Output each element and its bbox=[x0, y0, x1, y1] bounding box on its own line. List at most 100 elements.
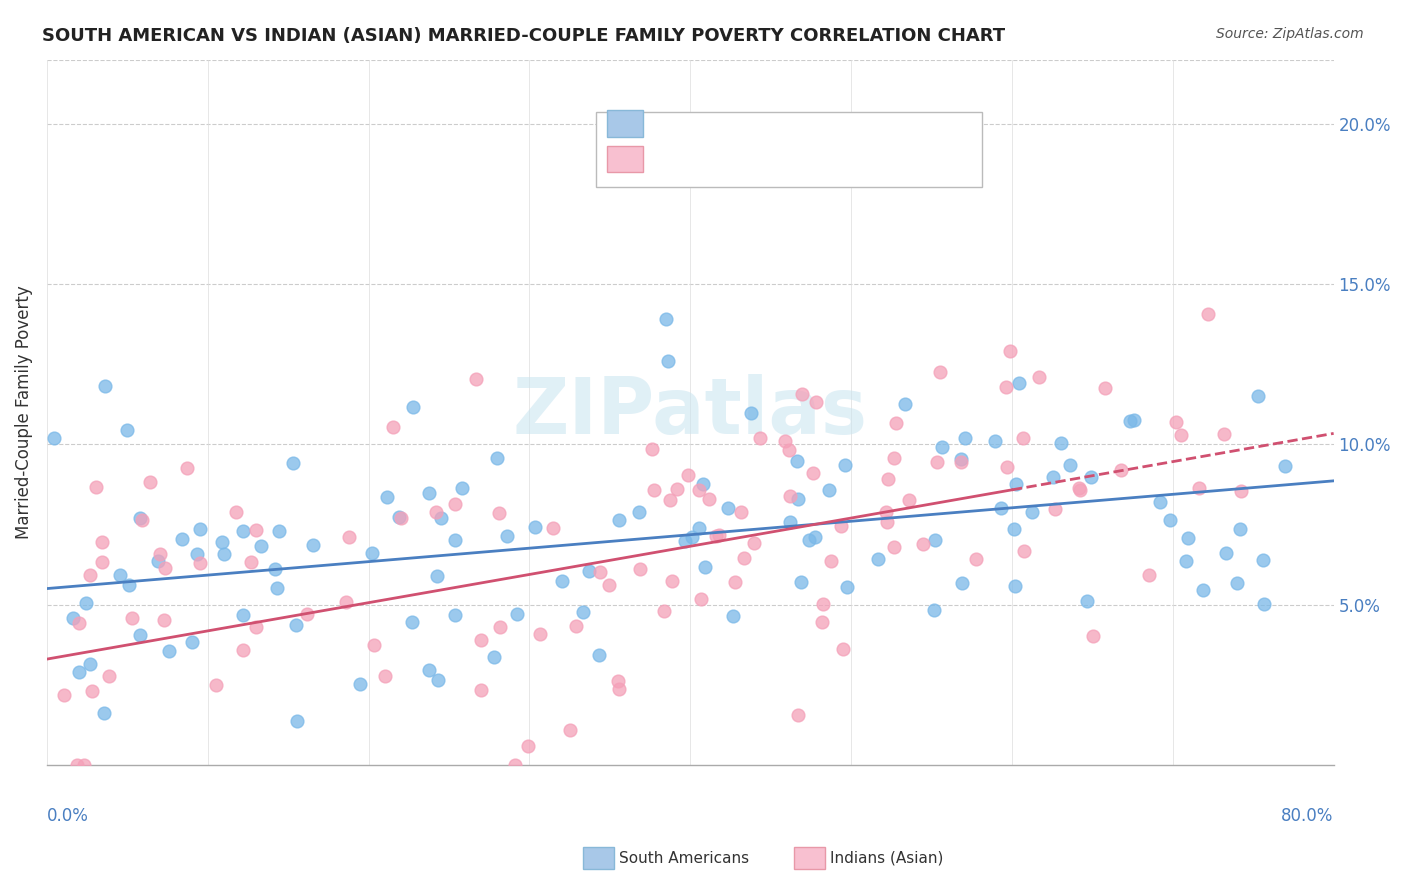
Point bbox=[924, 533, 946, 548]
Point bbox=[1050, 436, 1073, 450]
Point bbox=[1076, 593, 1098, 607]
Point bbox=[117, 577, 139, 591]
Point bbox=[955, 431, 977, 445]
Point bbox=[245, 620, 267, 634]
Point bbox=[1274, 459, 1296, 474]
Point bbox=[1197, 308, 1219, 322]
Point bbox=[787, 492, 810, 507]
FancyBboxPatch shape bbox=[606, 111, 643, 137]
Point bbox=[418, 663, 440, 677]
Point bbox=[929, 365, 952, 379]
Point bbox=[337, 530, 360, 544]
Point bbox=[188, 556, 211, 570]
Point bbox=[67, 615, 90, 630]
Point bbox=[657, 354, 679, 368]
Point bbox=[876, 472, 898, 486]
Point bbox=[211, 534, 233, 549]
Point bbox=[149, 547, 172, 561]
Point bbox=[80, 684, 103, 698]
Point bbox=[655, 311, 678, 326]
Point bbox=[98, 669, 121, 683]
Point bbox=[287, 714, 309, 729]
Point bbox=[250, 540, 273, 554]
Point bbox=[876, 515, 898, 529]
Point bbox=[516, 739, 538, 754]
Point bbox=[690, 592, 713, 607]
Point bbox=[360, 546, 382, 560]
Point bbox=[465, 372, 488, 386]
Point bbox=[79, 657, 101, 672]
Point bbox=[90, 555, 112, 569]
Point bbox=[349, 677, 371, 691]
Point bbox=[281, 456, 304, 470]
Point bbox=[444, 607, 467, 622]
Point bbox=[830, 519, 852, 533]
Point bbox=[925, 455, 948, 469]
Point bbox=[1028, 370, 1050, 384]
Point bbox=[335, 595, 357, 609]
Point bbox=[232, 643, 254, 657]
Point bbox=[1004, 579, 1026, 593]
Point bbox=[740, 406, 762, 420]
Point bbox=[551, 574, 574, 589]
Point bbox=[931, 441, 953, 455]
Point bbox=[245, 523, 267, 537]
Point bbox=[1166, 415, 1188, 429]
Point bbox=[363, 638, 385, 652]
Point bbox=[643, 483, 665, 497]
Point bbox=[1059, 458, 1081, 472]
Point bbox=[628, 505, 651, 519]
Point bbox=[673, 533, 696, 548]
Point bbox=[688, 521, 710, 535]
Point bbox=[1177, 532, 1199, 546]
Point bbox=[129, 628, 152, 642]
Point bbox=[503, 758, 526, 772]
Point bbox=[1021, 505, 1043, 519]
Point bbox=[401, 615, 423, 630]
Point bbox=[950, 452, 973, 467]
Point bbox=[139, 475, 162, 489]
Point bbox=[1069, 483, 1091, 497]
Point bbox=[790, 574, 813, 589]
Point bbox=[641, 442, 664, 456]
Point bbox=[232, 607, 254, 622]
Point bbox=[572, 606, 595, 620]
Point bbox=[267, 524, 290, 539]
Point bbox=[692, 476, 714, 491]
Point bbox=[811, 597, 834, 611]
Point bbox=[374, 668, 396, 682]
Point bbox=[1170, 428, 1192, 442]
Point bbox=[121, 610, 143, 624]
Point bbox=[779, 515, 801, 529]
Point bbox=[470, 683, 492, 698]
Point bbox=[652, 604, 675, 618]
Point bbox=[264, 562, 287, 576]
Point bbox=[1159, 513, 1181, 527]
Point bbox=[451, 481, 474, 495]
Point bbox=[1188, 481, 1211, 495]
Point bbox=[721, 609, 744, 624]
Point bbox=[607, 682, 630, 697]
Point bbox=[42, 432, 65, 446]
Point bbox=[820, 554, 842, 568]
Point bbox=[1174, 554, 1197, 568]
Point bbox=[128, 510, 150, 524]
Point bbox=[389, 511, 412, 525]
Point bbox=[225, 505, 247, 519]
Point bbox=[541, 521, 564, 535]
Point bbox=[430, 510, 453, 524]
Point bbox=[75, 596, 97, 610]
Point bbox=[734, 551, 756, 566]
Text: N = 108: N = 108 bbox=[806, 115, 886, 133]
Point bbox=[658, 492, 681, 507]
Point bbox=[506, 607, 529, 621]
Point bbox=[811, 615, 834, 629]
Point bbox=[159, 644, 181, 658]
Point bbox=[1215, 546, 1237, 560]
Point bbox=[153, 561, 176, 575]
Point bbox=[589, 565, 612, 579]
Point bbox=[773, 434, 796, 449]
Point bbox=[1119, 414, 1142, 428]
Point bbox=[607, 673, 630, 688]
Point bbox=[425, 505, 447, 519]
